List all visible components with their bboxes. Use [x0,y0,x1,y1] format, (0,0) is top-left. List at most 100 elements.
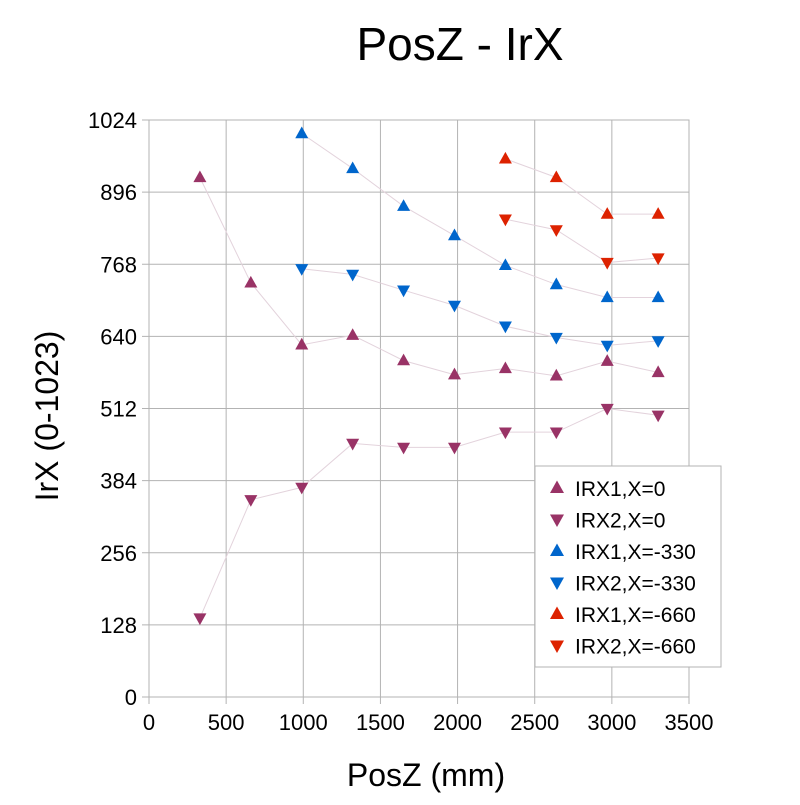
y-tick-label: 384 [100,469,137,494]
data-point [397,442,411,455]
data-point [295,126,309,139]
data-point [498,361,512,374]
x-tick-label: 1500 [356,710,405,735]
data-point [651,253,665,266]
data-point [600,257,614,270]
series-1 [193,170,665,381]
y-tick-label: 896 [100,180,137,205]
chart-title: PosZ - IrX [356,18,563,70]
data-point [549,368,563,381]
plot-area-border [148,119,690,698]
legend-marker [550,514,564,528]
y-tick-label: 1024 [88,108,137,133]
axes: 0 128 256 384 512 640 768 896 1024 0 500 1000 1500 20… [88,108,713,735]
series-line [199,407,659,619]
data-point [447,442,461,455]
legend-box [534,465,722,668]
data-point [600,207,614,219]
x-tick-label: 3500 [665,710,714,735]
y-tick-label: 0 [125,685,137,710]
x-tick-label: 500 [208,710,245,735]
x-tick-label: 2000 [433,710,482,735]
data-point [651,336,665,348]
legend-item: IRX1,X=-660 [550,604,696,627]
data-point [193,170,207,183]
series-6 [498,214,665,270]
legend-item: IRX2,X=-330 [550,573,696,596]
data-point [295,482,309,495]
data-point [397,199,411,211]
series-line [301,133,659,298]
legend-label: IRX1,X=-660 [575,604,696,627]
data-point [346,328,360,340]
data-point [346,438,360,451]
y-tick-label: 256 [100,541,137,566]
legend-marker [550,543,564,557]
data-point [447,367,461,380]
data-point [498,427,512,440]
x-tick-label: 0 [143,710,155,735]
legend-marker [550,480,564,494]
x-tick-label: 3000 [587,710,636,735]
y-tick-label: 640 [100,324,137,349]
data-point [651,410,665,423]
data-point [397,353,411,366]
legend-label: IRX2,X=-660 [575,636,696,659]
data-point [600,340,614,353]
y-tick-label: 512 [100,397,137,422]
legend-label: IRX1,X=-330 [575,541,696,564]
data-point [549,277,563,290]
legend-item: IRX1,X=0 [550,478,665,501]
legend-label: IRX2,X=0 [575,510,665,533]
legend-item: IRX2,X=0 [550,510,665,533]
legend-marker [550,640,564,654]
data-point [244,275,258,288]
series-4 [295,264,665,353]
y-tick-label: 128 [100,613,137,638]
data-point [295,264,309,276]
series-5 [498,151,665,219]
y-axis-label: IrX (0-1023) [29,331,65,502]
data-point [549,170,563,183]
y-tick-label: 768 [100,252,137,277]
series-line [199,177,659,377]
legend-marker [550,577,564,591]
data-point [651,365,665,378]
data-point [600,290,614,303]
legend-item: IRX2,X=-660 [550,636,696,659]
data-point [397,285,411,298]
data-point [498,321,512,334]
series-layer [193,126,665,626]
data-point [193,613,207,626]
data-point [600,403,614,416]
data-point [549,427,563,440]
data-point [346,269,360,282]
data-point [295,337,309,350]
data-point [651,290,665,303]
series-line [301,268,659,346]
data-point [447,300,461,313]
data-point [346,161,360,174]
data-point [549,225,563,237]
data-point [447,228,461,241]
series-2 [193,403,665,626]
series-line [505,158,659,215]
data-point [498,258,512,271]
series-line [505,218,659,264]
legend-item: IRX1,X=-330 [550,541,696,564]
series-3 [295,126,665,303]
x-tick-label: 2500 [510,710,559,735]
x-tick-label: 1000 [279,710,328,735]
legend-label: IRX1,X=0 [575,478,665,501]
data-point [498,214,512,227]
legend-marker [550,606,564,620]
data-point [549,332,563,345]
data-point [651,207,665,219]
data-point [600,354,614,366]
data-point [498,151,512,164]
data-point [244,495,258,507]
legend: IRX1,X=0 IRX2,X=0 IRX1,X=-330 IRX2,X=-330 IR… [534,465,722,668]
x-axis-label: PosZ (mm) [347,757,505,793]
